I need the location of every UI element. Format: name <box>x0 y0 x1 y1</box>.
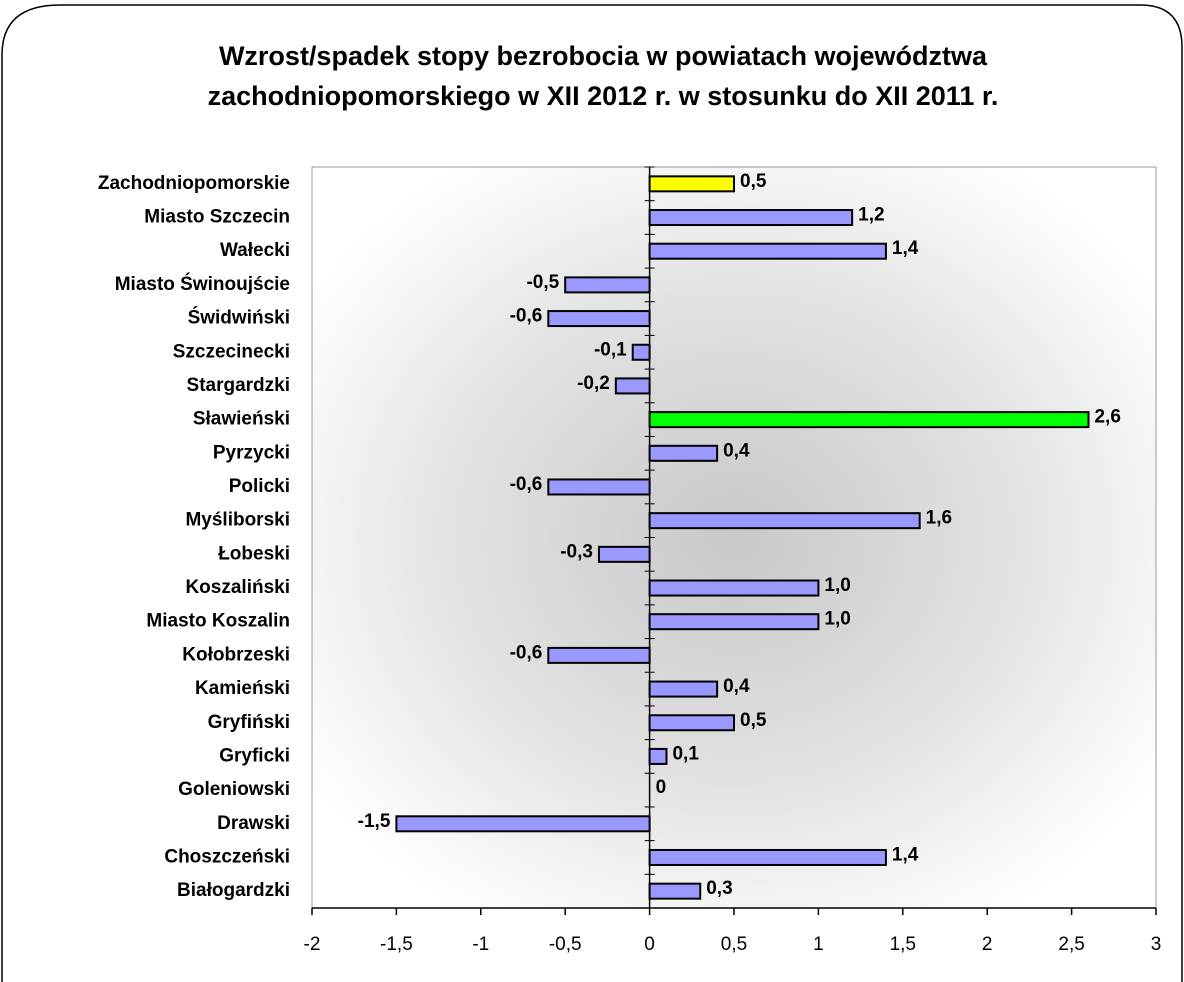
x-tick-label: 2,5 <box>1058 934 1084 955</box>
x-tick-label: 1,5 <box>890 934 916 955</box>
value-label: -1,5 <box>358 811 391 832</box>
bar <box>614 377 651 395</box>
value-label: 1,6 <box>926 508 952 529</box>
chart-title: zachodniopomorskiego w XII 2012 r. w sto… <box>208 81 999 111</box>
value-label: -0,6 <box>510 642 543 663</box>
bar <box>648 512 921 530</box>
bar <box>648 848 887 866</box>
x-tick-label: -2 <box>304 934 321 955</box>
y-tick-label: Szczecinecki <box>173 341 290 362</box>
value-label: 0,1 <box>672 743 699 764</box>
bar <box>547 646 651 664</box>
y-tick-label: Sławieński <box>193 409 290 430</box>
bar <box>564 276 651 294</box>
x-tick-label: 2 <box>982 934 993 955</box>
bar <box>631 343 651 361</box>
y-tick-label: Gryfiński <box>208 712 290 733</box>
value-label: 0,5 <box>740 710 767 731</box>
x-tick-label: -1,5 <box>380 934 413 955</box>
bar <box>648 747 668 765</box>
chart-frame <box>1 4 1183 982</box>
y-tick-label: Policki <box>229 476 290 497</box>
bar <box>648 613 820 631</box>
plot-area <box>311 166 1157 909</box>
bar <box>648 714 735 732</box>
y-tick-label: Drawski <box>217 813 290 834</box>
bar <box>648 444 719 462</box>
x-tick-label: 0,5 <box>721 934 747 955</box>
value-label: 1,2 <box>858 205 884 226</box>
bar <box>547 310 651 328</box>
value-label: -0,2 <box>577 373 610 394</box>
value-label: 0,4 <box>723 440 750 461</box>
x-tick-label: 3 <box>1151 934 1162 955</box>
bar <box>648 242 887 260</box>
y-tick-label: Miasto Koszalin <box>146 611 290 632</box>
value-label: 1,0 <box>824 575 850 596</box>
x-tick-label: 0 <box>644 934 655 955</box>
value-label: 1,4 <box>892 238 919 259</box>
value-label: 1,4 <box>892 844 919 865</box>
bar <box>648 680 719 698</box>
x-tick-label: 1 <box>813 934 824 955</box>
value-label: -0,5 <box>526 272 559 293</box>
bar <box>648 175 735 193</box>
bar <box>648 579 820 597</box>
value-label: -0,6 <box>510 306 543 327</box>
value-label: 2,6 <box>1094 407 1120 428</box>
y-tick-label: Kamieński <box>195 678 290 699</box>
x-tick-label: -0,5 <box>549 934 582 955</box>
y-tick-label: Świdwiński <box>188 307 290 329</box>
x-tick-label: -1 <box>472 934 489 955</box>
y-tick-label: Wałecki <box>220 240 290 261</box>
value-label: -0,1 <box>594 339 627 360</box>
value-label: 0 <box>656 777 667 798</box>
chart-title: Wzrost/spadek stopy bezrobocia w powiata… <box>219 41 988 71</box>
bar <box>648 209 854 227</box>
y-tick-label: Myśliborski <box>185 510 290 531</box>
bar <box>395 815 651 833</box>
y-tick-label: Pyrzycki <box>213 442 290 463</box>
y-tick-label: Stargardzki <box>187 375 290 396</box>
value-label: 1,0 <box>824 609 850 630</box>
bar <box>547 478 651 496</box>
y-tick-label: Zachodniopomorskie <box>98 173 290 194</box>
y-tick-label: Goleniowski <box>178 779 290 800</box>
value-label: 0,3 <box>706 878 732 899</box>
y-tick-label: Białogardzki <box>177 880 290 901</box>
value-label: 0,4 <box>723 676 750 697</box>
y-tick-label: Miasto Szczecin <box>144 207 290 228</box>
y-tick-label: Choszczeński <box>164 846 290 867</box>
y-tick-label: Gryficki <box>219 745 290 766</box>
value-label: -0,3 <box>560 541 593 562</box>
y-tick-label: Kołobrzeski <box>182 644 290 665</box>
bar <box>648 882 702 900</box>
value-label: -0,6 <box>510 474 543 495</box>
y-tick-label: Miasto Świnoujście <box>115 273 290 295</box>
bar <box>648 411 1090 429</box>
bar <box>597 545 651 563</box>
y-tick-label: Łobeski <box>218 543 290 564</box>
y-tick-label: Koszaliński <box>185 577 290 598</box>
value-label: 0,5 <box>740 171 767 192</box>
